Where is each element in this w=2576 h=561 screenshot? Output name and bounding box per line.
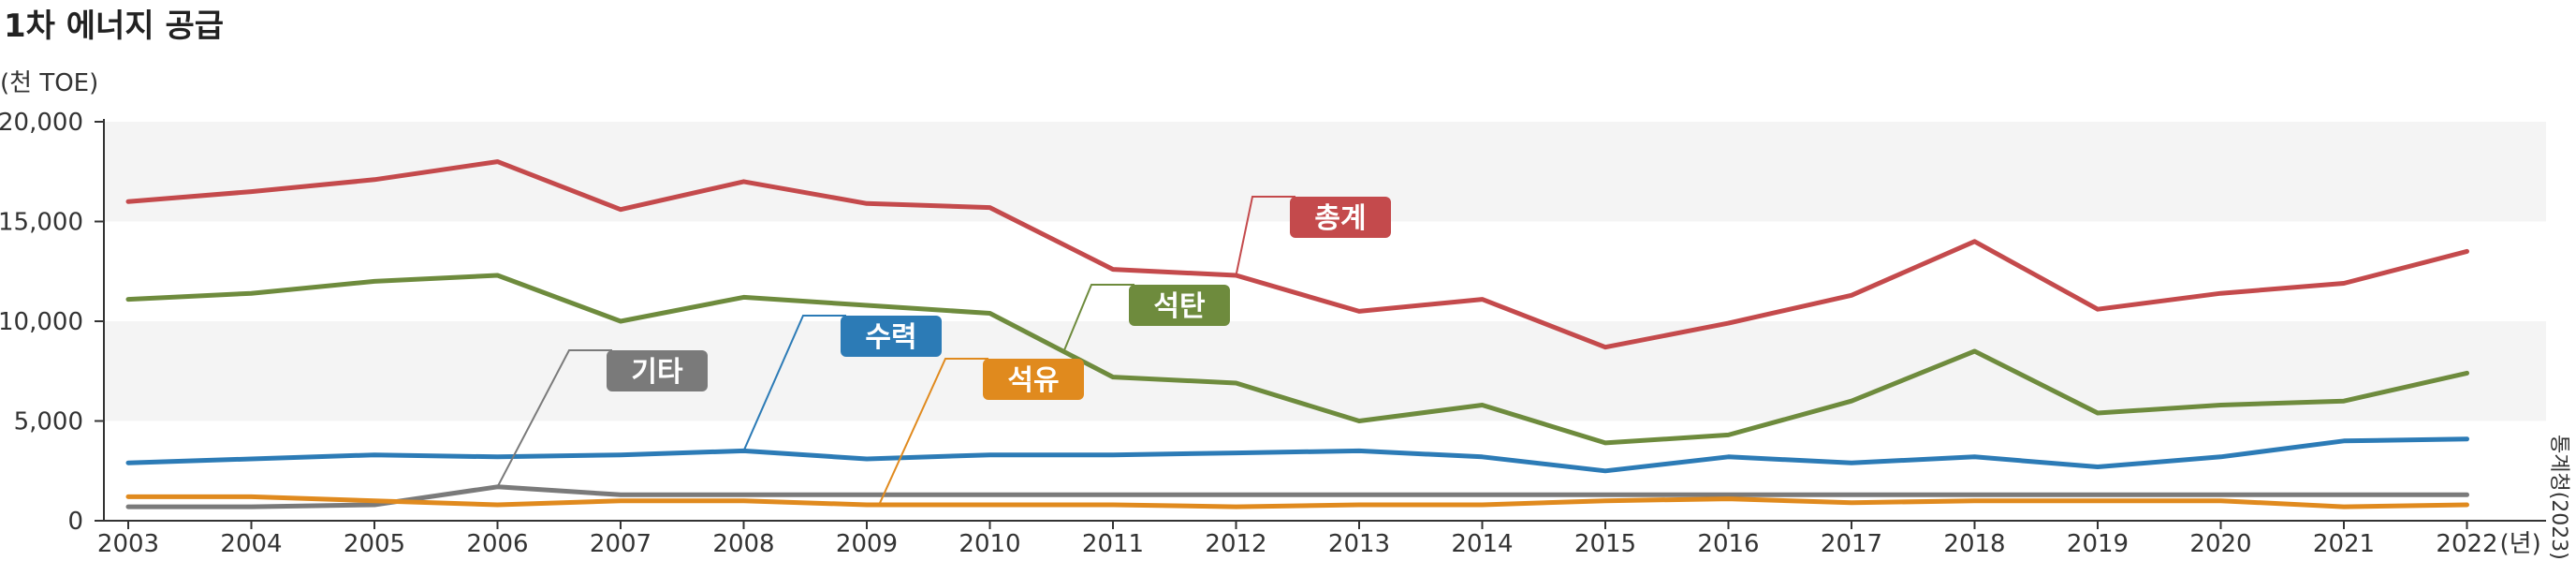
y-tick-label: 15,000 bbox=[0, 209, 83, 237]
y-unit-label: (천 TOE) bbox=[0, 69, 99, 97]
y-tick-label: 5,000 bbox=[14, 408, 83, 436]
x-tick-label: 2016 bbox=[1697, 530, 1759, 558]
series-label-1: 석탄 bbox=[1153, 290, 1206, 323]
x-tick-label: 2022 bbox=[2436, 530, 2497, 558]
series-line-4 bbox=[125, 484, 2469, 509]
y-ticks: 0 5,000 10,000 15,000 20,000 bbox=[0, 109, 104, 536]
label-leader-0 bbox=[1235, 196, 1295, 276]
x-ticks: 2003 2004 2005 2006 2007 2008 2009 2010 2011 2012… bbox=[97, 521, 2541, 558]
series-label-box-4 bbox=[607, 350, 708, 391]
x-tick-label: 2017 bbox=[1821, 530, 1882, 558]
series-label-box-1 bbox=[1129, 285, 1230, 326]
series-label-box-3 bbox=[983, 359, 1084, 400]
x-tick-label: 2011 bbox=[1082, 530, 1144, 558]
x-tick-label: 2015 bbox=[1574, 530, 1636, 558]
x-tick-label: 2019 bbox=[2067, 530, 2129, 558]
chart-title: 1차 에너지 공급 bbox=[4, 7, 225, 45]
x-tick-label: 2013 bbox=[1328, 530, 1390, 558]
x-axis-unit: (년) bbox=[2500, 530, 2541, 558]
x-tick-label: 2007 bbox=[590, 530, 651, 558]
label-leader-3 bbox=[878, 358, 988, 506]
series-label-2: 수력 bbox=[865, 321, 916, 354]
y-tick-label: 0 bbox=[67, 508, 83, 536]
series-label-0: 총계 bbox=[1314, 202, 1366, 235]
series-label-3: 석유 bbox=[1007, 364, 1059, 397]
x-tick-label: 2006 bbox=[466, 530, 528, 558]
series-label-box-0 bbox=[1290, 197, 1391, 238]
series-lines bbox=[125, 159, 2469, 509]
source-note: 통계청(2023) bbox=[2547, 435, 2570, 560]
series-line-2 bbox=[125, 436, 2469, 474]
background-bands bbox=[104, 122, 2546, 421]
x-tick-label: 2021 bbox=[2313, 530, 2375, 558]
axes bbox=[103, 119, 2546, 522]
series-line-3 bbox=[125, 494, 2469, 509]
x-tick-label: 2010 bbox=[959, 530, 1020, 558]
series-label-4: 기타 bbox=[631, 356, 683, 389]
series-line-0 bbox=[125, 159, 2469, 350]
band-0 bbox=[104, 321, 2546, 421]
y-tick-label: 10,000 bbox=[0, 308, 83, 336]
series-label-box-2 bbox=[841, 316, 942, 357]
x-tick-label: 2014 bbox=[1451, 530, 1513, 558]
x-tick-label: 2008 bbox=[712, 530, 774, 558]
x-tick-label: 2020 bbox=[2189, 530, 2251, 558]
label-leader-4 bbox=[496, 349, 612, 488]
series-line-1 bbox=[125, 273, 2469, 446]
x-tick-label: 2018 bbox=[1943, 530, 2005, 558]
x-tick-label: 2004 bbox=[220, 530, 282, 558]
x-tick-label: 2012 bbox=[1205, 530, 1266, 558]
x-tick-label: 2005 bbox=[344, 530, 405, 558]
label-leader-1 bbox=[1062, 284, 1134, 352]
label-leader-2 bbox=[742, 315, 846, 451]
x-tick-label: 2003 bbox=[97, 530, 159, 558]
x-tick-label: 2009 bbox=[836, 530, 898, 558]
y-tick-label: 20,000 bbox=[0, 109, 83, 137]
